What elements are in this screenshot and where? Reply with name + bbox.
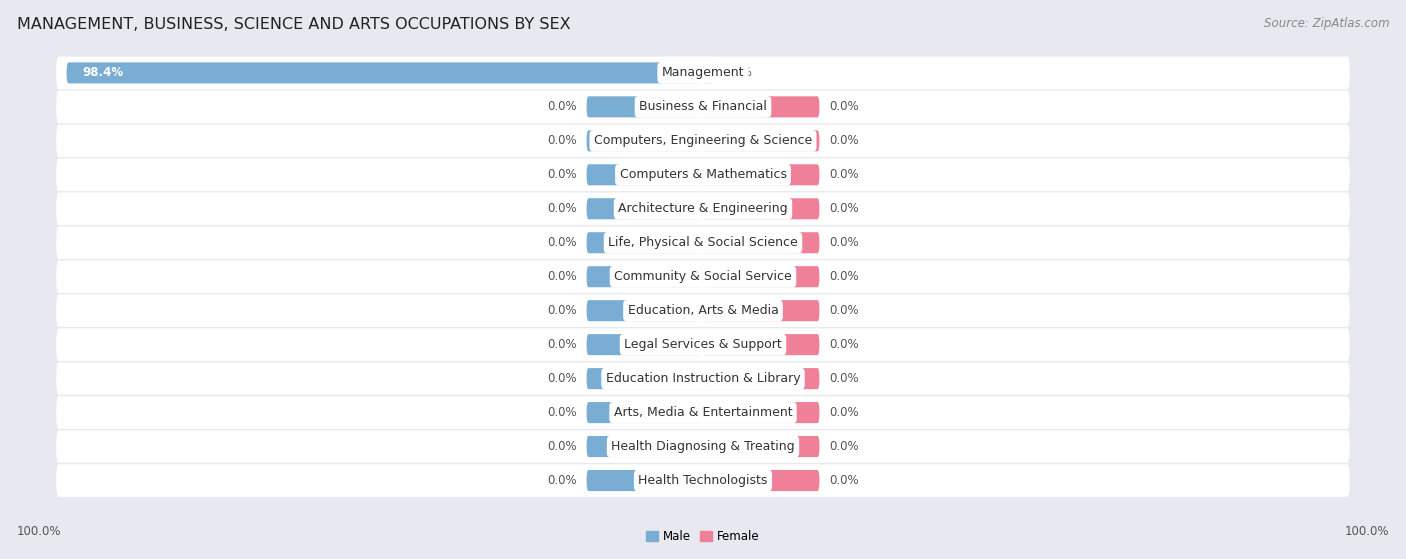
FancyBboxPatch shape bbox=[56, 226, 1350, 259]
FancyBboxPatch shape bbox=[56, 362, 1350, 395]
FancyBboxPatch shape bbox=[703, 232, 820, 253]
FancyBboxPatch shape bbox=[56, 295, 1350, 327]
FancyBboxPatch shape bbox=[703, 164, 820, 186]
FancyBboxPatch shape bbox=[586, 402, 703, 423]
Text: 0.0%: 0.0% bbox=[830, 101, 859, 113]
Text: 0.0%: 0.0% bbox=[547, 168, 576, 181]
FancyBboxPatch shape bbox=[586, 198, 703, 219]
Text: 0.0%: 0.0% bbox=[830, 168, 859, 181]
Text: Architecture & Engineering: Architecture & Engineering bbox=[619, 202, 787, 215]
Text: Arts, Media & Entertainment: Arts, Media & Entertainment bbox=[613, 406, 793, 419]
Text: 0.0%: 0.0% bbox=[830, 270, 859, 283]
FancyBboxPatch shape bbox=[56, 56, 1350, 89]
FancyBboxPatch shape bbox=[586, 164, 703, 186]
FancyBboxPatch shape bbox=[56, 91, 1350, 123]
Text: Business & Financial: Business & Financial bbox=[640, 101, 766, 113]
Text: 0.0%: 0.0% bbox=[547, 202, 576, 215]
FancyBboxPatch shape bbox=[56, 125, 1350, 157]
Text: 0.0%: 0.0% bbox=[547, 304, 576, 317]
FancyBboxPatch shape bbox=[586, 470, 703, 491]
Text: 0.0%: 0.0% bbox=[547, 406, 576, 419]
FancyBboxPatch shape bbox=[703, 300, 820, 321]
Text: Education, Arts & Media: Education, Arts & Media bbox=[627, 304, 779, 317]
FancyBboxPatch shape bbox=[703, 96, 820, 117]
Text: Education Instruction & Library: Education Instruction & Library bbox=[606, 372, 800, 385]
Text: Life, Physical & Social Science: Life, Physical & Social Science bbox=[609, 236, 797, 249]
FancyBboxPatch shape bbox=[703, 63, 713, 83]
Text: Management: Management bbox=[662, 67, 744, 79]
Text: 0.0%: 0.0% bbox=[830, 406, 859, 419]
FancyBboxPatch shape bbox=[56, 396, 1350, 429]
Text: 98.4%: 98.4% bbox=[83, 67, 124, 79]
FancyBboxPatch shape bbox=[586, 232, 703, 253]
Text: 0.0%: 0.0% bbox=[547, 474, 576, 487]
FancyBboxPatch shape bbox=[703, 198, 820, 219]
Text: 0.0%: 0.0% bbox=[830, 372, 859, 385]
Text: 0.0%: 0.0% bbox=[830, 134, 859, 148]
Text: 0.0%: 0.0% bbox=[547, 440, 576, 453]
Text: 0.0%: 0.0% bbox=[547, 134, 576, 148]
Text: 0.0%: 0.0% bbox=[830, 440, 859, 453]
Text: Community & Social Service: Community & Social Service bbox=[614, 270, 792, 283]
Text: Legal Services & Support: Legal Services & Support bbox=[624, 338, 782, 351]
Text: 0.0%: 0.0% bbox=[830, 202, 859, 215]
FancyBboxPatch shape bbox=[586, 368, 703, 389]
Text: Computers, Engineering & Science: Computers, Engineering & Science bbox=[593, 134, 813, 148]
FancyBboxPatch shape bbox=[703, 402, 820, 423]
Legend: Male, Female: Male, Female bbox=[641, 525, 765, 547]
FancyBboxPatch shape bbox=[703, 130, 820, 151]
Text: 0.0%: 0.0% bbox=[547, 101, 576, 113]
FancyBboxPatch shape bbox=[586, 300, 703, 321]
Text: 100.0%: 100.0% bbox=[17, 524, 62, 538]
FancyBboxPatch shape bbox=[56, 328, 1350, 361]
Text: Source: ZipAtlas.com: Source: ZipAtlas.com bbox=[1264, 17, 1389, 30]
FancyBboxPatch shape bbox=[586, 130, 703, 151]
FancyBboxPatch shape bbox=[586, 96, 703, 117]
FancyBboxPatch shape bbox=[56, 192, 1350, 225]
FancyBboxPatch shape bbox=[703, 334, 820, 355]
FancyBboxPatch shape bbox=[56, 159, 1350, 191]
Text: 0.0%: 0.0% bbox=[830, 236, 859, 249]
FancyBboxPatch shape bbox=[586, 436, 703, 457]
Text: 0.0%: 0.0% bbox=[547, 270, 576, 283]
FancyBboxPatch shape bbox=[586, 266, 703, 287]
FancyBboxPatch shape bbox=[703, 266, 820, 287]
FancyBboxPatch shape bbox=[586, 334, 703, 355]
FancyBboxPatch shape bbox=[66, 63, 703, 83]
Text: 0.0%: 0.0% bbox=[547, 338, 576, 351]
Text: 0.0%: 0.0% bbox=[547, 372, 576, 385]
FancyBboxPatch shape bbox=[56, 464, 1350, 497]
FancyBboxPatch shape bbox=[56, 430, 1350, 463]
Text: 0.0%: 0.0% bbox=[830, 338, 859, 351]
FancyBboxPatch shape bbox=[703, 470, 820, 491]
Text: 0.0%: 0.0% bbox=[830, 474, 859, 487]
Text: 0.0%: 0.0% bbox=[547, 236, 576, 249]
FancyBboxPatch shape bbox=[56, 260, 1350, 293]
FancyBboxPatch shape bbox=[703, 436, 820, 457]
Text: Health Diagnosing & Treating: Health Diagnosing & Treating bbox=[612, 440, 794, 453]
Text: Computers & Mathematics: Computers & Mathematics bbox=[620, 168, 786, 181]
Text: MANAGEMENT, BUSINESS, SCIENCE AND ARTS OCCUPATIONS BY SEX: MANAGEMENT, BUSINESS, SCIENCE AND ARTS O… bbox=[17, 17, 571, 32]
FancyBboxPatch shape bbox=[703, 368, 820, 389]
Text: 100.0%: 100.0% bbox=[1344, 524, 1389, 538]
Text: Health Technologists: Health Technologists bbox=[638, 474, 768, 487]
Text: 1.6%: 1.6% bbox=[723, 67, 754, 79]
Text: 0.0%: 0.0% bbox=[830, 304, 859, 317]
